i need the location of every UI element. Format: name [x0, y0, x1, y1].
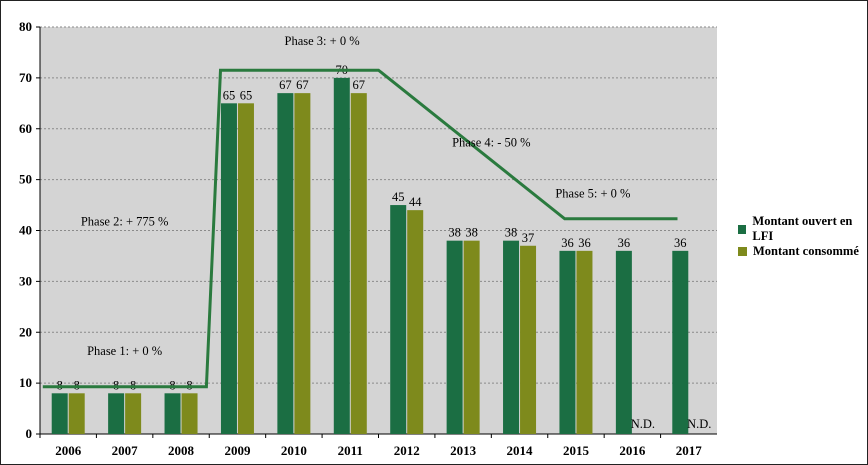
- data-label-lfi-2015: 36: [561, 236, 574, 250]
- data-label-consomme-2015: 36: [578, 236, 591, 250]
- x-tick-label: 2016: [619, 443, 646, 458]
- phase-annotation-1: Phase 1: + 0 %: [87, 344, 162, 358]
- legend-label-consomme: Montant consommé: [753, 243, 859, 258]
- bar-lfi-2007: [108, 393, 125, 434]
- bar-lfi-2011: [333, 77, 350, 434]
- y-tick-label: 50: [19, 172, 32, 187]
- x-tick-label: 2010: [281, 443, 307, 458]
- bar-lfi-2016: [615, 250, 632, 434]
- data-label-lfi-2013: 38: [448, 226, 461, 240]
- phase-annotation-5: Phase 5: + 0 %: [555, 186, 630, 200]
- data-label-consomme-2011: 67: [353, 78, 366, 92]
- chart-legend: Montant ouvert en LFI Montant consommé: [738, 214, 868, 262]
- y-tick-label: 80: [19, 19, 32, 34]
- data-label-consomme-2014: 37: [522, 231, 535, 245]
- data-label-consomme-2013: 38: [465, 226, 478, 240]
- legend-item-lfi: Montant ouvert en LFI: [738, 214, 868, 243]
- bar-lfi-2006: [51, 393, 68, 434]
- x-tick-label: 2009: [224, 443, 251, 458]
- bar-consomme-2009: [237, 103, 254, 434]
- data-label-lfi-2009: 65: [223, 88, 236, 102]
- phase-annotation-2: Phase 2: + 775 %: [81, 214, 169, 228]
- phase-annotation-4: Phase 4: - 50 %: [452, 136, 530, 150]
- data-label-lfi-2014: 38: [505, 226, 518, 240]
- bar-consomme-2014: [520, 245, 537, 434]
- bar-lfi-2012: [390, 205, 407, 434]
- data-label-na-2016: N.D.: [631, 417, 655, 431]
- data-label-lfi-2016: 36: [618, 236, 631, 250]
- bar-consomme-2015: [576, 250, 593, 434]
- data-label-consomme-2010: 67: [296, 78, 309, 92]
- y-tick-label: 30: [19, 273, 32, 288]
- bar-consomme-2011: [350, 93, 367, 434]
- data-label-consomme-2009: 65: [240, 88, 253, 102]
- data-label-consomme-2012: 44: [409, 195, 422, 209]
- bar-lfi-2014: [503, 240, 520, 434]
- x-tick-label: 2014: [507, 443, 534, 458]
- y-tick-label: 70: [19, 70, 32, 85]
- bar-lfi-2008: [164, 393, 181, 434]
- phase-trend-line: [42, 68, 678, 389]
- data-label-na-2017: N.D.: [687, 417, 711, 431]
- legend-label-lfi: Montant ouvert en LFI: [752, 214, 853, 243]
- x-tick-label: 2007: [112, 443, 139, 458]
- legend-swatch-lfi: [738, 224, 747, 234]
- data-label-lfi-2017: 36: [674, 236, 687, 250]
- bar-consomme-2012: [407, 210, 424, 434]
- y-tick-label: 60: [19, 121, 32, 136]
- x-tick-label: 2013: [450, 443, 477, 458]
- bar-lfi-2010: [277, 93, 294, 434]
- bar-consomme-2006: [68, 393, 85, 434]
- bar-lfi-2013: [446, 240, 463, 434]
- bar-consomme-2010: [294, 93, 311, 434]
- phase-annotation-3: Phase 3: + 0 %: [285, 34, 360, 48]
- data-label-lfi-2012: 45: [392, 190, 405, 204]
- legend-swatch-consomme: [738, 246, 747, 256]
- x-tick-label: 2015: [563, 443, 590, 458]
- bar-lfi-2015: [559, 250, 576, 434]
- x-tick-label: 2008: [168, 443, 195, 458]
- x-tick-label: 2006: [55, 443, 82, 458]
- x-tick-label: 2011: [338, 443, 363, 458]
- bar-consomme-2008: [181, 393, 198, 434]
- data-label-lfi-2010: 67: [279, 78, 292, 92]
- legend-item-consomme: Montant consommé: [738, 240, 868, 262]
- x-tick-label: 2017: [676, 443, 703, 458]
- bar-consomme-2013: [463, 240, 480, 434]
- bar-lfi-2017: [672, 250, 689, 434]
- x-tick-label: 2012: [394, 443, 420, 458]
- bar-lfi-2009: [220, 103, 237, 434]
- y-tick-label: 20: [19, 324, 32, 339]
- y-tick-label: 10: [19, 375, 32, 390]
- y-tick-label: 0: [26, 426, 33, 441]
- y-tick-label: 40: [19, 223, 32, 238]
- bar-consomme-2007: [125, 393, 142, 434]
